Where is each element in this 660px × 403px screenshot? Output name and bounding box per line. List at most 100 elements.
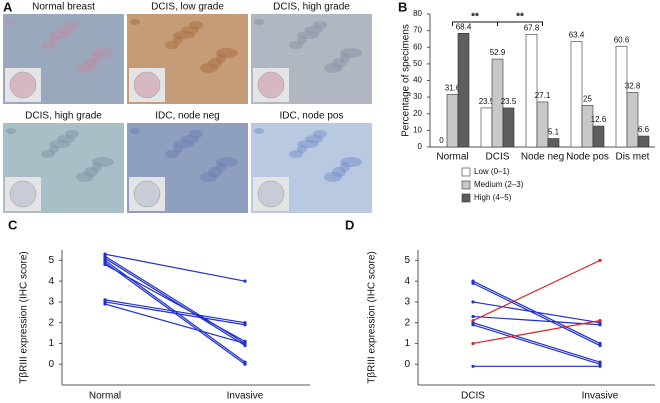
tile-label: Normal breast <box>32 2 95 13</box>
point <box>471 364 475 368</box>
y-tick-label: 0 <box>48 359 54 370</box>
series-line <box>104 299 246 324</box>
value-label: 68.4 <box>456 22 472 31</box>
y-axis-label: TβRIII expression (IHC score) <box>19 251 30 383</box>
y-tick-label: 3 <box>48 297 54 308</box>
series-line <box>472 324 601 365</box>
tissue-texture <box>130 128 140 134</box>
point <box>598 323 602 327</box>
inset-core <box>9 71 37 99</box>
series-line <box>104 301 246 326</box>
panel-label: C <box>8 217 18 232</box>
bar <box>570 41 583 148</box>
x-tick-label: DCIS <box>461 391 485 402</box>
value-label: 23.5 <box>501 97 517 106</box>
y-tick-label: 3 <box>404 297 410 308</box>
y-tick-label: 5 <box>404 255 410 266</box>
y-tick-label: 70 <box>413 26 422 35</box>
tile-label: DCIS, low grade <box>151 2 224 13</box>
point <box>471 323 475 327</box>
y-tick-label: 60 <box>413 42 422 51</box>
bar <box>592 125 605 148</box>
bar <box>581 105 594 148</box>
point <box>243 341 247 346</box>
tissue-texture <box>130 19 140 25</box>
inset-core <box>257 180 285 208</box>
bar <box>525 33 538 148</box>
tissue-texture <box>65 21 79 29</box>
legend-label: Low (0–1) <box>474 167 510 176</box>
point <box>471 341 475 346</box>
point <box>598 343 602 348</box>
panel-label: B <box>398 0 407 14</box>
series-line <box>472 282 601 347</box>
y-tick-label: 1 <box>404 338 410 349</box>
y-tick-label: 80 <box>413 9 422 18</box>
tissue-texture <box>189 21 203 29</box>
tissue-texture <box>216 157 238 167</box>
value-label: 63.4 <box>569 31 585 40</box>
y-tick-label: 30 <box>413 92 422 101</box>
value-label: 52.9 <box>490 48 506 57</box>
tissue-texture <box>216 48 238 58</box>
value-label: 27.1 <box>535 91 551 100</box>
value-label: 25 <box>583 95 592 104</box>
y-tick-label: 2 <box>48 317 54 328</box>
series-line <box>472 322 601 363</box>
annotation: ** <box>471 12 479 23</box>
y-tick-label: 20 <box>413 109 422 118</box>
value-label: 23.5 <box>479 97 495 106</box>
y-tick-label: 5 <box>48 255 54 266</box>
x-tick-label: Node neg <box>521 152 564 163</box>
legend-label: High (4–5) <box>474 193 512 202</box>
tissue-texture <box>65 130 79 138</box>
x-tick-label: Node pos <box>566 152 609 163</box>
series-line <box>472 259 601 322</box>
value-label: 60.6 <box>614 35 630 44</box>
panel-label: D <box>345 217 354 232</box>
x-tick-label: Dis met <box>616 152 650 163</box>
value-label: 6.6 <box>638 125 650 134</box>
y-tick-label: 0 <box>418 142 423 151</box>
bar <box>637 135 650 148</box>
point <box>471 300 475 304</box>
tile-label: IDC, node neg <box>155 111 220 122</box>
value-label: 67.8 <box>524 23 540 32</box>
series-line <box>104 257 246 347</box>
series-line <box>104 253 246 282</box>
x-tick-label: Normal <box>89 391 121 402</box>
point <box>103 262 107 267</box>
y-tick-label: 0 <box>404 359 410 370</box>
point <box>598 319 602 323</box>
value-label: 5.1 <box>548 128 560 137</box>
point <box>243 362 247 366</box>
point <box>598 364 602 368</box>
y-tick-label: 4 <box>404 276 410 287</box>
tissue-texture <box>254 19 264 25</box>
legend-swatch <box>461 180 471 190</box>
inset-core <box>257 71 285 99</box>
tissue-texture <box>92 157 114 167</box>
value-label: 0 <box>439 136 444 145</box>
y-axis-label: TβRIII expression (IHC score) <box>367 251 378 383</box>
y-tick-label: 1 <box>48 338 54 349</box>
series-line <box>472 320 601 345</box>
tissue-texture <box>6 19 16 25</box>
tissue-texture <box>340 48 362 58</box>
tissue-texture <box>92 48 114 58</box>
series-line <box>472 301 601 324</box>
x-tick-label: DCIS <box>486 152 510 163</box>
x-tick-label: Invasive <box>582 391 619 402</box>
y-tick-label: 50 <box>413 59 422 68</box>
tissue-texture <box>313 21 327 29</box>
series-line <box>472 315 601 326</box>
point <box>103 302 107 306</box>
tile-label: DCIS, high grade <box>25 111 102 122</box>
x-tick-label: Invasive <box>227 391 264 402</box>
inset-core <box>9 180 37 208</box>
tissue-texture <box>313 130 327 138</box>
bar <box>626 92 639 148</box>
bar <box>536 101 549 148</box>
y-tick-label: 10 <box>413 125 422 134</box>
